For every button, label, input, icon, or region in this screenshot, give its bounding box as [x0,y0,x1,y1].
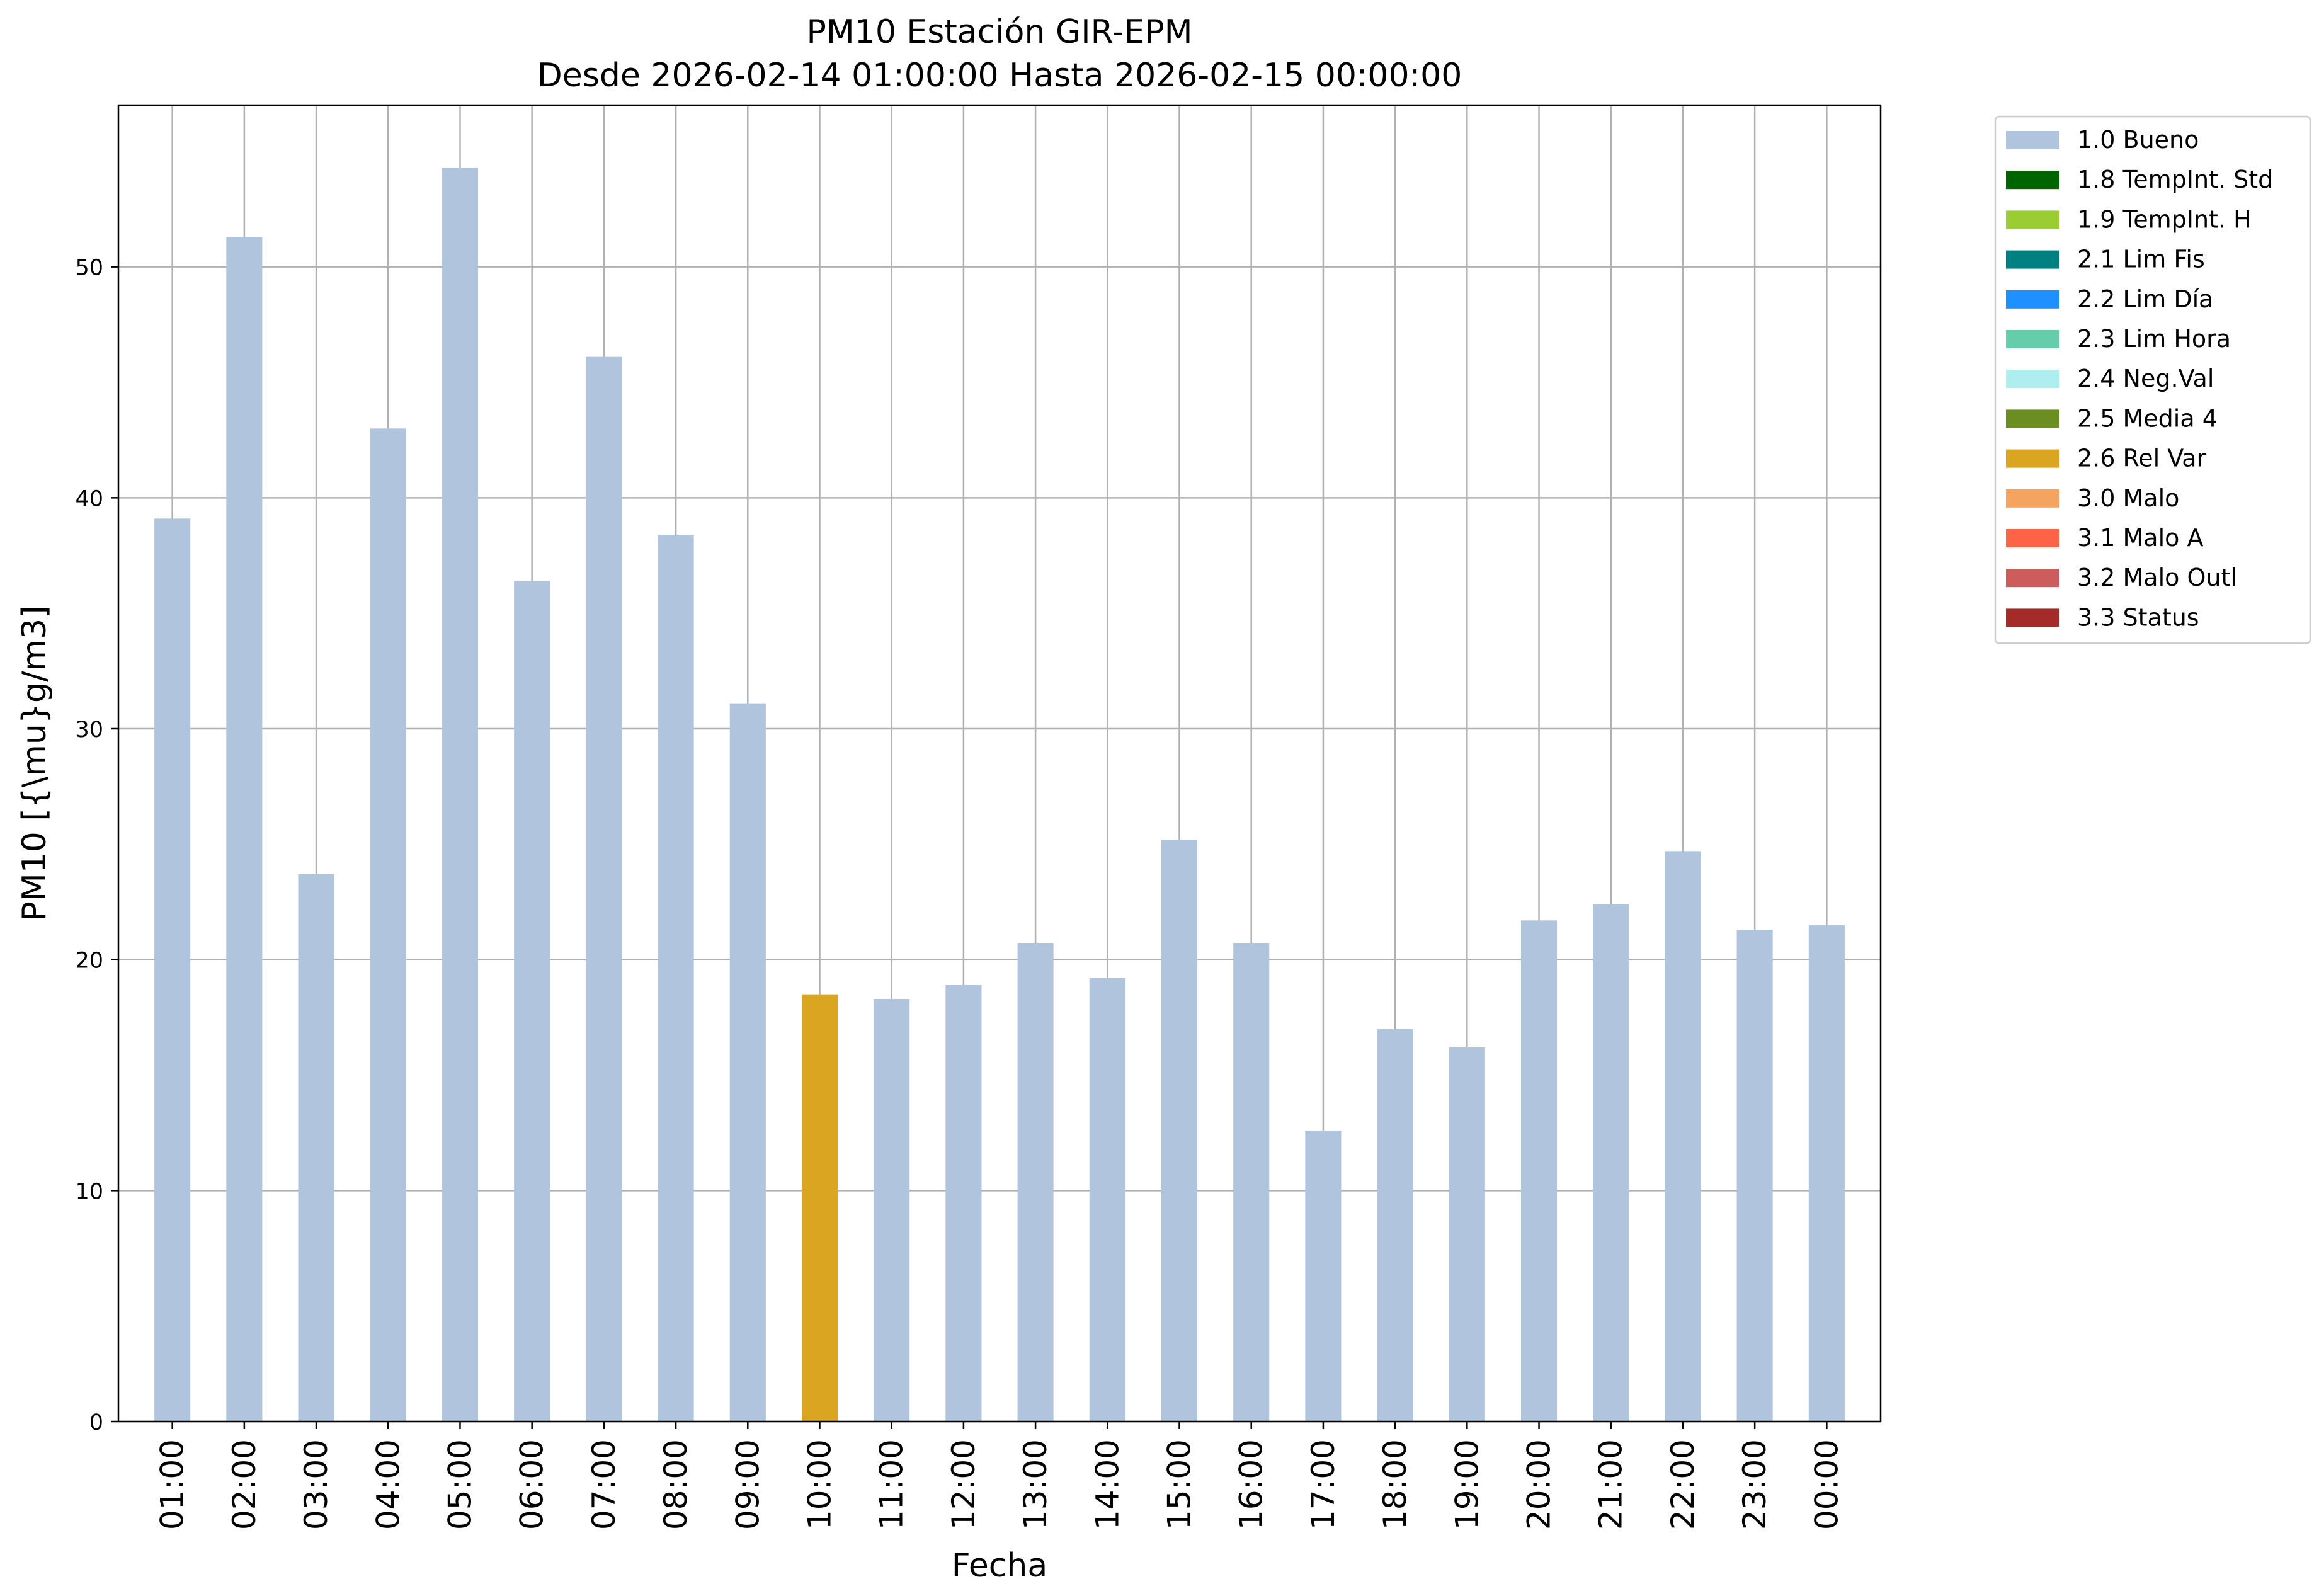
bar-0700 [586,356,622,1422]
legend-swatch [2006,250,2059,269]
bar-0500 [442,168,479,1422]
legend-label: 2.4 Neg.Val [2077,365,2214,392]
bar-2200 [1665,851,1701,1422]
x-tick-label: 14:00 [1089,1439,1125,1530]
bar-1400 [1089,978,1125,1422]
bar-0400 [370,428,406,1422]
bar-0200 [226,237,263,1422]
y-tick-label: 20 [75,949,103,974]
legend-label: 2.6 Rel Var [2077,445,2207,472]
x-tick-label: 22:00 [1665,1439,1701,1530]
legend-swatch [2006,608,2059,627]
legend: 1.0 Bueno 1.8 TempInt. Std 1.9 TempInt. H 2… [1994,115,2311,644]
x-axis-ticks: 01:00 02:00 03:00 04:00 05:00 06:00 07:00 08:00… [154,1422,1845,1530]
legend-swatch [2006,290,2059,309]
y-tick-label: 30 [75,717,103,743]
x-tick-label: 21:00 [1593,1439,1629,1530]
x-tick-label: 18:00 [1377,1439,1413,1530]
x-tick-label: 05:00 [442,1439,478,1530]
legend-swatch [2006,569,2059,588]
y-tick-label: 40 [75,486,103,511]
bar-0000 [1808,925,1845,1422]
legend-items: 1.0 Bueno 1.8 TempInt. Std 1.9 TempInt. H 2… [2006,126,2273,631]
legend-label: 2.1 Lim Fis [2077,246,2205,273]
x-tick-label: 07:00 [586,1439,622,1530]
legend-swatch [2006,409,2059,428]
legend-swatch [2006,489,2059,508]
legend-label: 3.1 Malo A [2077,524,2203,552]
x-tick-label: 08:00 [658,1439,694,1530]
x-tick-label: 16:00 [1233,1439,1270,1530]
legend-label: 3.3 Status [2077,603,2199,631]
legend-swatch [2006,449,2059,468]
legend-swatch [2006,171,2059,190]
bar-2300 [1736,930,1773,1422]
bar-0600 [514,581,550,1422]
x-tick-label: 00:00 [1808,1439,1845,1530]
legend-label: 2.5 Media 4 [2077,404,2218,432]
bar-1600 [1233,943,1270,1422]
legend-swatch [2006,210,2059,229]
x-tick-label: 20:00 [1521,1439,1558,1530]
plot-frame [117,104,1882,1423]
legend-label: 2.3 Lim Hora [2077,325,2231,353]
x-tick-label: 23:00 [1736,1439,1773,1530]
x-tick-label: 17:00 [1305,1439,1342,1530]
bar-2000 [1520,920,1558,1422]
bars [154,168,1845,1422]
legend-box [1994,115,2311,644]
bar-0900 [729,703,766,1422]
legend-label: 1.0 Bueno [2077,126,2199,154]
legend-label: 1.8 TempInt. Std [2077,166,2273,193]
legend-swatch [2006,529,2059,547]
x-tick-label: 04:00 [370,1439,406,1530]
x-axis-label: Fecha [952,1547,1047,1585]
chart-title: PM10 Estación GIR-EPM [807,13,1193,51]
x-tick-label: 12:00 [945,1439,982,1530]
x-tick-label: 01:00 [154,1439,191,1530]
legend-label: 1.9 TempInt. H [2077,205,2252,233]
bar-0800 [658,535,694,1422]
bar-0100 [154,518,191,1422]
x-tick-label: 10:00 [801,1439,838,1530]
x-tick-label: 02:00 [226,1439,263,1530]
x-tick-label: 13:00 [1017,1439,1054,1530]
y-tick-label: 10 [75,1179,103,1204]
bar-0300 [298,874,334,1422]
bar-1200 [945,985,982,1422]
x-tick-label: 11:00 [874,1439,910,1530]
bar-1100 [874,999,910,1422]
bar-1900 [1449,1047,1485,1422]
y-axis-label: PM10 [{\mu}g/m3] [16,605,54,921]
bar-1800 [1377,1029,1413,1422]
bar-1700 [1305,1131,1342,1422]
bar-1300 [1017,943,1054,1422]
y-tick-label: 0 [89,1410,103,1435]
x-tick-label: 19:00 [1449,1439,1485,1530]
bar-1500 [1161,840,1198,1422]
legend-label: 2.2 Lim Día [2077,285,2213,313]
legend-label: 3.2 Malo Outl [2077,564,2237,591]
x-tick-label: 15:00 [1161,1439,1198,1530]
chart-subtitle: Desde 2026-02-14 01:00:00 Hasta 2026-02-… [537,57,1462,94]
legend-swatch [2006,330,2059,348]
legend-swatch [2006,370,2059,389]
y-tick-label: 50 [75,256,103,281]
x-tick-label: 09:00 [729,1439,766,1530]
y-axis-ticks: 0 10 20 30 40 50 [75,256,118,1435]
bar-1000 [801,994,838,1422]
legend-label: 3.0 Malo [2077,484,2179,512]
bar-2100 [1593,904,1629,1422]
x-tick-label: 06:00 [514,1439,550,1530]
x-tick-label: 03:00 [298,1439,334,1530]
legend-swatch [2006,131,2059,149]
